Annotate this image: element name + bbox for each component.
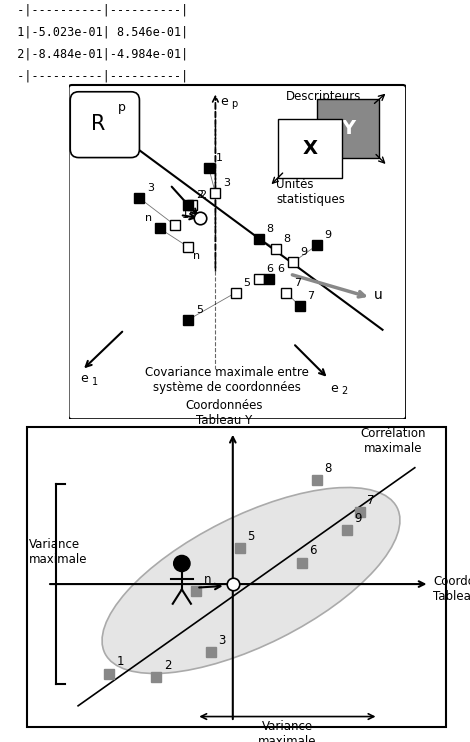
Text: 7: 7 (294, 278, 301, 288)
Text: Coordonnées
Tableau Y: Coordonnées Tableau Y (185, 398, 262, 427)
Text: 3: 3 (218, 634, 226, 647)
Text: 6: 6 (277, 264, 284, 274)
Text: Variance
maximale: Variance maximale (29, 538, 87, 566)
Bar (317, 99, 379, 157)
Text: 6: 6 (309, 544, 317, 557)
Text: 8: 8 (324, 462, 331, 475)
Text: 2: 2 (199, 190, 206, 200)
Text: 1|-5.023e-01| 8.546e-01|: 1|-5.023e-01| 8.546e-01| (3, 26, 188, 39)
Text: 8: 8 (266, 223, 274, 234)
Circle shape (173, 556, 190, 571)
Text: 1: 1 (92, 378, 98, 387)
Text: 3: 3 (147, 183, 154, 193)
Text: 9: 9 (324, 230, 331, 240)
Text: Corrélation
maximale: Corrélation maximale (360, 427, 426, 455)
Text: 3: 3 (223, 178, 230, 188)
Text: 5: 5 (243, 278, 250, 288)
Ellipse shape (102, 487, 400, 674)
Text: 7: 7 (368, 494, 375, 507)
Text: e: e (330, 382, 338, 395)
Text: n: n (204, 573, 211, 586)
Text: e: e (220, 95, 228, 108)
Text: 2: 2 (164, 659, 171, 672)
Text: Variance
maximale: Variance maximale (258, 720, 317, 742)
Text: 7: 7 (307, 291, 314, 301)
Text: u: u (374, 289, 383, 303)
Bar (278, 119, 342, 178)
Text: Covariance maximale entre
système de coordonnées: Covariance maximale entre système de coo… (145, 366, 309, 394)
Text: 1: 1 (116, 655, 124, 669)
Text: R: R (91, 114, 105, 134)
Text: -|----------|----------|: -|----------|----------| (3, 69, 188, 82)
Text: Unités
statistiques: Unités statistiques (276, 178, 345, 206)
Text: 6: 6 (266, 264, 274, 274)
Text: Y: Y (341, 119, 355, 137)
Text: 2|-8.484e-01|-4.984e-01|: 2|-8.484e-01|-4.984e-01| (3, 47, 188, 61)
FancyBboxPatch shape (27, 427, 446, 727)
Text: 5: 5 (196, 304, 203, 315)
Text: -|----------|----------|: -|----------|----------| (3, 4, 188, 17)
Text: Coordonnées
Tableau X: Coordonnées Tableau X (433, 576, 470, 603)
Text: Descripteurs: Descripteurs (286, 90, 361, 103)
Text: p: p (232, 99, 238, 108)
Text: 2: 2 (196, 190, 203, 200)
Text: 1: 1 (216, 153, 223, 162)
FancyBboxPatch shape (69, 85, 406, 419)
Text: e: e (80, 372, 88, 385)
Text: 2: 2 (341, 386, 348, 396)
FancyBboxPatch shape (70, 92, 140, 157)
Text: X: X (302, 139, 317, 158)
Text: 8: 8 (283, 234, 291, 243)
Text: p: p (118, 101, 126, 114)
Text: 5: 5 (247, 530, 255, 543)
Text: 1: 1 (182, 210, 189, 220)
Text: n: n (144, 214, 152, 223)
Text: 9: 9 (355, 512, 362, 525)
Text: 9: 9 (300, 247, 307, 257)
Text: n: n (194, 251, 201, 260)
